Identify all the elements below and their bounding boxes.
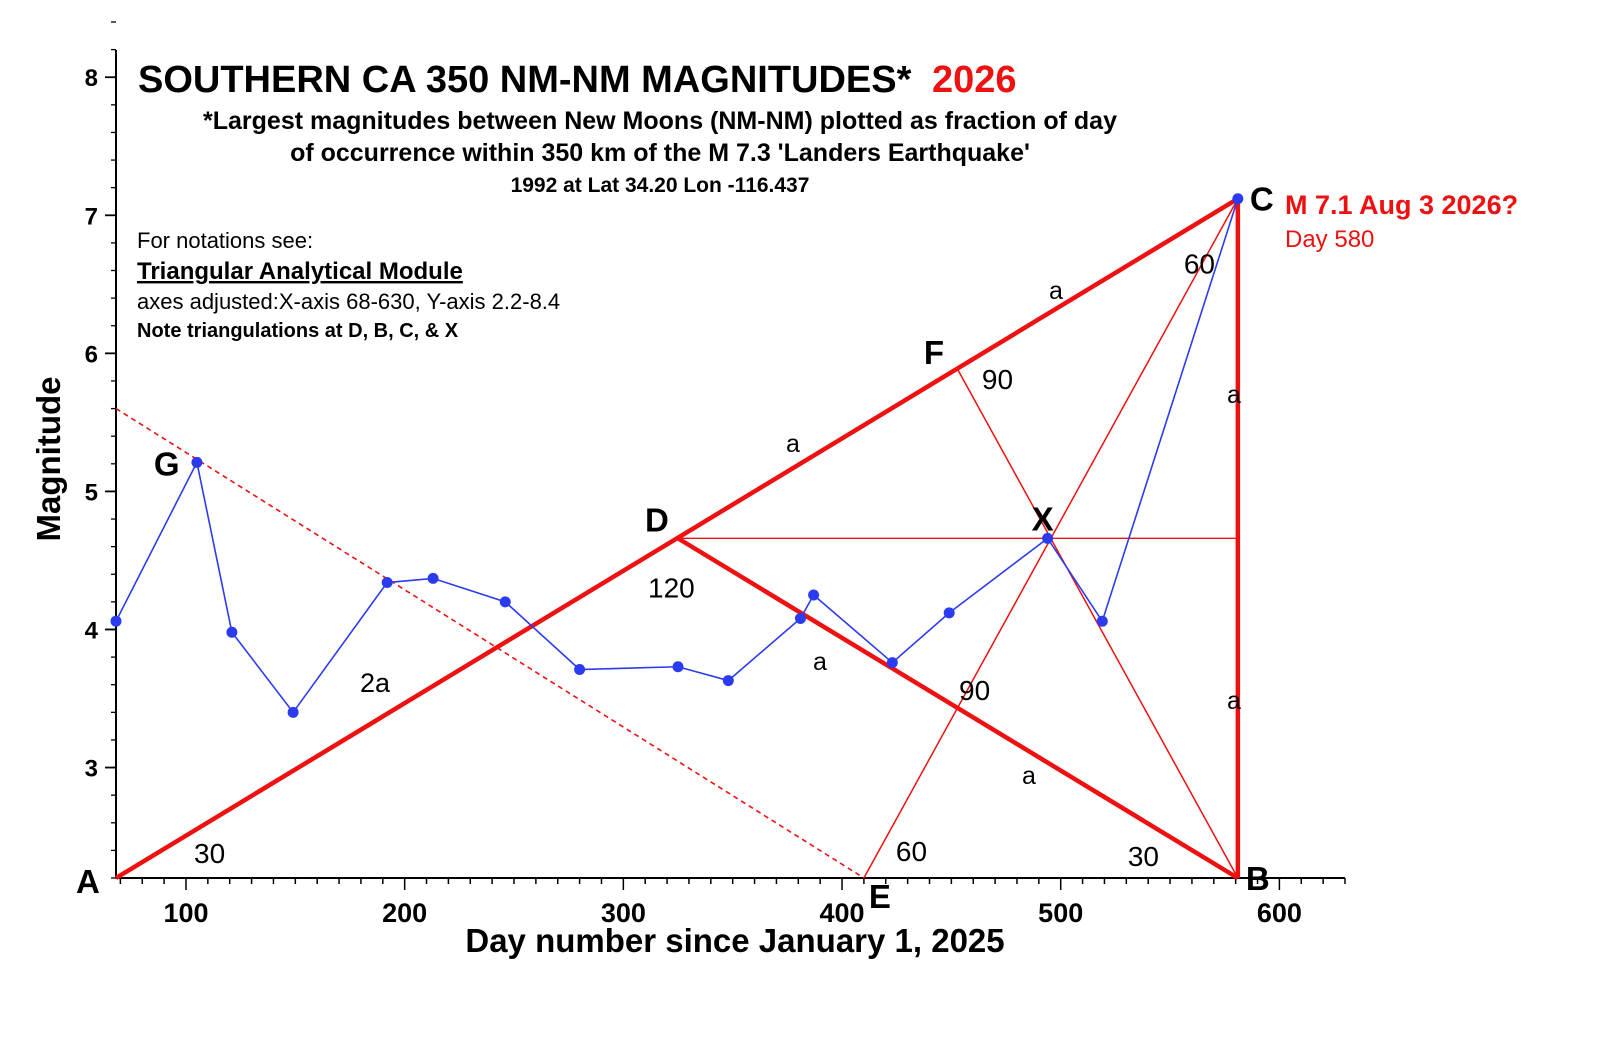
dashed-guide-line [115,407,865,879]
y-tick-label: 4 [85,617,99,644]
x-tick-label: 100 [163,898,208,928]
data-point [226,626,238,638]
line-d-b [676,536,1240,880]
data-point [574,664,586,676]
notes-line-3: Note triangulations at D, B, C, & X [137,320,459,342]
data-point [1042,532,1054,544]
line-a-c [114,196,1240,880]
x-tick-label: 300 [601,898,646,928]
angle-label-f: 90 [982,364,1013,395]
data-point [1096,615,1108,627]
point-label-a: A [76,863,100,900]
notes-line-2: axes adjusted:X-axis 68-630, Y-axis 2.2-… [137,289,560,314]
point-label-x: X [1032,500,1054,537]
geometry-labels: A B C D E F X G 30 120 90 60 60 30 90 2a a a a a a a [76,181,1274,915]
chart-subtitle-line-3: 1992 at Lat 34.20 Lon -116.437 [511,174,810,197]
side-label-df: a [786,430,800,458]
side-label-cb-upper: a [1227,381,1241,409]
data-point [499,596,511,608]
side-label-fc: a [1049,277,1063,305]
angle-label-b: 30 [1128,841,1159,872]
chart-title: SOUTHERN CA 350 NM-NM MAGNITUDES* 2026 [138,59,1017,101]
chart-subtitle-line-2: of occurrence within 350 km of the M 7.3… [290,139,1030,167]
axes: 100 200 300 400 500 600 3 4 5 6 7 8 [85,21,1346,928]
data-point [110,615,122,627]
side-label-cb-lower: a [1227,687,1241,715]
chart-title-main: SOUTHERN CA 350 NM-NM MAGNITUDES* [138,59,912,101]
y-axis-label: Magnitude [30,377,67,542]
triangulation-lines [114,196,1241,880]
y-tick-label: 3 [85,756,98,783]
point-label-c: C [1250,181,1274,218]
data-point [672,661,684,673]
angle-label-mid: 90 [959,675,990,706]
point-label-b: B [1246,860,1270,897]
notes-link[interactable]: Triangular Analytical Module [137,258,463,285]
data-point [381,577,393,589]
y-tick-label: 5 [85,479,98,506]
y-tick-label: 7 [85,203,98,230]
point-label-d: D [645,501,669,538]
y-tick-label: 8 [85,65,98,92]
x-tick-label: 200 [382,898,427,928]
data-point [1232,193,1244,205]
angle-label-e: 60 [896,836,927,867]
data-point [722,675,734,687]
x-tick-label: 400 [819,898,864,928]
x-tick-label: 500 [1038,898,1083,928]
point-label-e: E [869,878,891,915]
side-label-xb: a [1022,762,1036,790]
data-point [808,589,820,601]
angle-label-d: 120 [648,572,695,603]
y-tick-label: 6 [85,341,98,368]
data-point [794,612,806,624]
side-label-dx: a [813,648,827,676]
data-point [886,657,898,669]
data-point [191,456,203,468]
angle-label-c: 60 [1184,249,1215,280]
data-point [287,706,299,718]
side-label-ad: 2a [360,668,391,698]
data-point [427,572,439,584]
forecast-title: M 7.1 Aug 3 2026? [1285,190,1518,220]
angle-label-a: 30 [194,838,225,869]
notes-line-1: For notations see: [137,228,313,253]
magnitude-series [110,193,1244,718]
chart-subtitle-line-1: *Largest magnitudes between New Moons (N… [203,107,1117,135]
data-point [943,607,955,619]
chart-title-year: 2026 [932,59,1017,101]
x-tick-label: 600 [1257,898,1302,928]
point-label-f: F [924,334,944,371]
x-axis-label: Day number since January 1, 2025 [465,922,1004,959]
forecast-day: Day 580 [1285,226,1374,253]
point-label-g: G [154,445,180,482]
